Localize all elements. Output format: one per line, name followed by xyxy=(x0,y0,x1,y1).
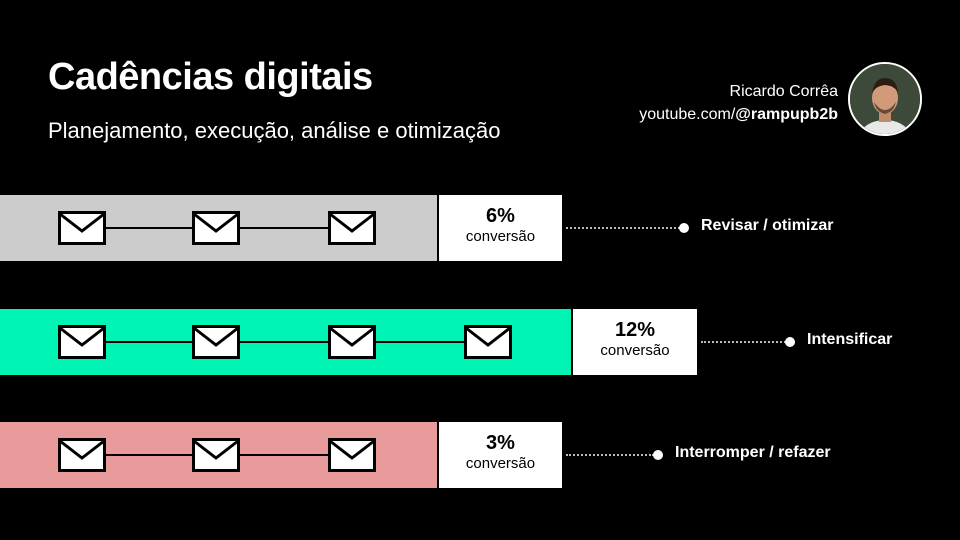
dotted-connector xyxy=(566,227,680,229)
conversion-label: conversão xyxy=(465,455,536,472)
conversion-label: conversão xyxy=(465,228,536,245)
author-channel[interactable]: youtube.com/@rampupb2b xyxy=(639,103,838,126)
cadence-row: 3% conversão Interromper / refazer xyxy=(0,422,960,488)
channel-prefix: youtube.com/ xyxy=(639,106,736,123)
action-label: Revisar / otimizar xyxy=(701,217,834,234)
page-subtitle: Planejamento, execução, análise e otimiz… xyxy=(48,118,501,143)
conversion-percent: 3% xyxy=(486,432,515,454)
avatar xyxy=(848,62,922,136)
dotted-connector xyxy=(701,341,786,343)
conversion-box: 12% conversão xyxy=(573,309,697,375)
action-label: Intensificar xyxy=(807,331,893,348)
connector-end-dot xyxy=(785,337,795,347)
cadence-track-line xyxy=(82,341,488,343)
email-envelope-icon xyxy=(58,325,106,359)
avatar-portrait-icon xyxy=(850,64,920,134)
email-envelope-icon xyxy=(58,211,106,245)
conversion-box: 3% conversão xyxy=(439,422,562,488)
email-envelope-icon xyxy=(464,325,512,359)
cadence-row: 12% conversão Intensificar xyxy=(0,309,960,375)
email-envelope-icon xyxy=(328,438,376,472)
dotted-connector xyxy=(566,454,654,456)
conversion-percent: 6% xyxy=(486,205,515,227)
connector-end-dot xyxy=(679,223,689,233)
conversion-box: 6% conversão xyxy=(439,195,562,261)
email-envelope-icon xyxy=(192,325,240,359)
email-envelope-icon xyxy=(192,211,240,245)
email-envelope-icon xyxy=(328,211,376,245)
conversion-label: conversão xyxy=(600,342,670,359)
email-envelope-icon xyxy=(192,438,240,472)
conversion-percent: 12% xyxy=(614,319,656,341)
connector-end-dot xyxy=(653,450,663,460)
author-name: Ricardo Corrêa xyxy=(729,83,838,100)
action-label: Interromper / refazer xyxy=(675,444,831,461)
cadence-row: 6% conversão Revisar / otimizar xyxy=(0,195,960,261)
email-envelope-icon xyxy=(328,325,376,359)
page-title: Cadências digitais xyxy=(48,56,373,98)
email-envelope-icon xyxy=(58,438,106,472)
author-block: Ricardo Corrêa youtube.com/@rampupb2b xyxy=(639,80,838,126)
channel-handle: @rampupb2b xyxy=(735,106,838,123)
